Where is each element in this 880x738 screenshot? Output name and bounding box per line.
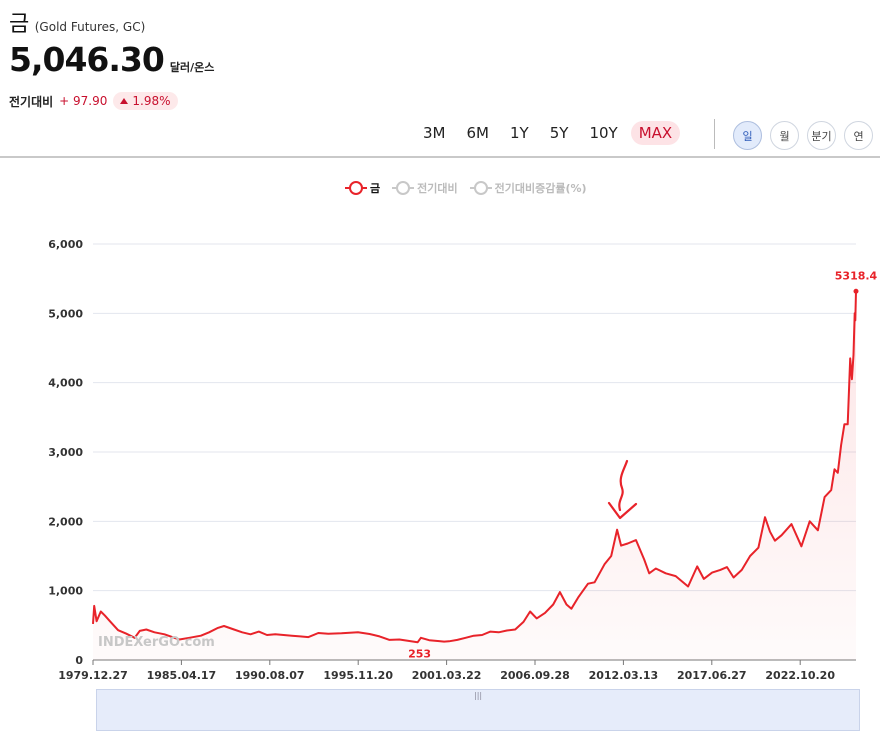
max-point <box>853 288 859 294</box>
period-buttons: 일 월 분기 연 <box>733 121 873 150</box>
navigator[interactable] <box>96 689 860 731</box>
max-label: 5318.4 <box>835 269 878 282</box>
hand-arrow-head-icon <box>607 501 638 520</box>
x-tick-label: 1990.08.07 <box>235 669 305 682</box>
legend-item-2[interactable]: 전기대비증감률(%) <box>469 180 587 196</box>
price-row: 5,046.30 달러/온스 <box>9 40 214 79</box>
y-tick-label: 0 <box>75 654 83 667</box>
x-tick-label: 2012.03.13 <box>589 669 659 682</box>
legend-label: 전기대비 <box>417 182 458 195</box>
x-tick-label: 1985.04.17 <box>147 669 217 682</box>
legend-item-0[interactable]: 금 <box>345 180 380 196</box>
change-row: 전기대비 + 97.90 1.98% <box>9 92 178 110</box>
x-tick-label: 2022.10.20 <box>765 669 835 682</box>
asset-subtitle: (Gold Futures, GC) <box>34 20 146 34</box>
chart-legend: 금 전기대비 전기대비증감률(%) <box>345 180 587 196</box>
series-area <box>93 291 856 660</box>
change-pct: 1.98% <box>132 94 171 108</box>
period-button-2[interactable]: 분기 <box>807 121 836 150</box>
y-tick-label: 4,000 <box>48 377 83 390</box>
navigator-handle[interactable]: ||| <box>474 691 483 700</box>
hand-arrow-icon <box>618 459 629 512</box>
period-button-1[interactable]: 월 <box>770 121 799 150</box>
legend-marker-icon <box>345 181 367 195</box>
range-tab-3m[interactable]: 3M <box>423 124 446 142</box>
x-tick-label: 1979.12.27 <box>58 669 128 682</box>
x-tick-label: 2006.09.28 <box>500 669 570 682</box>
change-pct-badge: 1.98% <box>113 92 178 110</box>
y-tick-label: 1,000 <box>48 585 83 598</box>
header-divider <box>0 156 880 158</box>
change-label: 전기대비 <box>9 94 54 109</box>
range-tabs: 3M 6M 1Y 5Y 10Y MAX <box>415 121 685 145</box>
price-unit: 달러/온스 <box>169 61 215 74</box>
toolbar-divider <box>714 119 715 149</box>
asset-name: 금 <box>9 12 29 37</box>
change-value: + 97.90 <box>59 94 108 108</box>
min-label: 253 <box>408 647 431 660</box>
current-price: 5,046.30 <box>9 40 165 79</box>
y-tick-label: 2,000 <box>48 515 83 528</box>
range-tab-max[interactable]: MAX <box>630 121 681 145</box>
up-triangle-icon <box>120 98 129 104</box>
period-button-0[interactable]: 일 <box>733 121 762 150</box>
x-tick-label: 2017.06.27 <box>677 669 747 682</box>
range-tab-6m[interactable]: 6M <box>466 124 490 142</box>
range-tab-10y[interactable]: 10Y <box>589 124 618 142</box>
x-tick-label: 1995.11.20 <box>323 669 393 682</box>
y-tick-label: 5,000 <box>48 307 83 320</box>
legend-label: 금 <box>370 182 381 195</box>
watermark: INDEXerGO.com <box>98 635 215 650</box>
legend-marker-icon <box>392 181 415 195</box>
range-tab-5y[interactable]: 5Y <box>549 124 569 142</box>
legend-label: 전기대비증감률(%) <box>494 182 587 195</box>
series-line-gold <box>92 291 857 644</box>
range-tab-1y[interactable]: 1Y <box>510 124 529 142</box>
y-tick-label: 3,000 <box>48 446 83 459</box>
period-button-3[interactable]: 연 <box>844 121 873 150</box>
header-title: 금 (Gold Futures, GC) <box>9 6 145 38</box>
y-tick-label: 6,000 <box>48 238 83 251</box>
x-tick-label: 2001.03.22 <box>412 669 482 682</box>
legend-marker-icon <box>469 181 492 195</box>
legend-item-1[interactable]: 전기대비 <box>392 180 458 196</box>
